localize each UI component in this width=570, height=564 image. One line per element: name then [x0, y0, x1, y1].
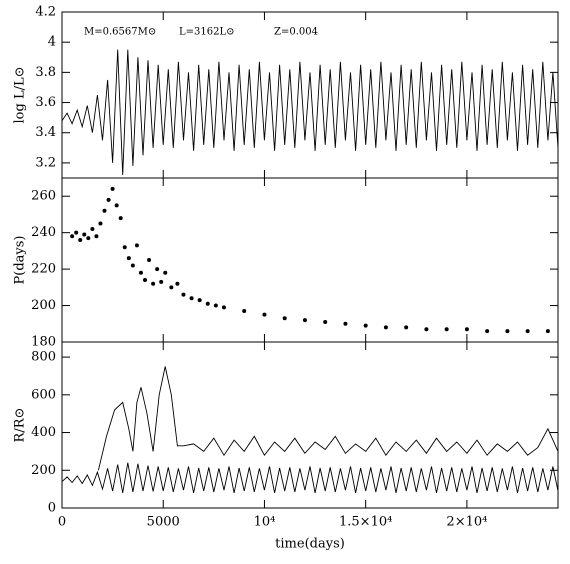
point: [163, 270, 168, 275]
point: [383, 325, 388, 330]
annotation: L=3162L⊙: [179, 27, 235, 38]
line-series: [61, 462, 559, 493]
y-tick-label: 4: [48, 35, 56, 50]
point: [155, 267, 160, 272]
point: [302, 318, 307, 323]
point: [197, 298, 202, 303]
y-tick-label: 3.2: [35, 155, 56, 170]
y-tick-label: 400: [31, 425, 56, 440]
point: [110, 186, 115, 191]
y-tick-label: 800: [31, 350, 56, 365]
plot-frame: [61, 341, 559, 509]
point: [159, 279, 164, 284]
y-tick-label: 240: [31, 225, 56, 240]
point: [78, 237, 83, 242]
y-tick-label: 3.4: [35, 125, 56, 140]
point: [181, 292, 186, 297]
point: [323, 319, 328, 324]
point: [98, 221, 103, 226]
point: [114, 203, 119, 208]
point: [143, 278, 148, 283]
point: [464, 327, 469, 332]
point: [118, 216, 123, 221]
point: [444, 327, 449, 332]
x-axis-label: time(days): [275, 537, 345, 552]
point: [242, 309, 247, 314]
point: [424, 327, 429, 332]
y-tick-label: 4.2: [35, 5, 56, 20]
y-axis-label: log L/L⊙: [13, 67, 28, 124]
point: [545, 329, 550, 334]
y-tick-label: 200: [31, 463, 56, 478]
annotation: Z=0.004: [274, 27, 318, 38]
point: [485, 329, 490, 334]
line-series: [61, 49, 559, 176]
point: [134, 243, 139, 248]
point: [221, 305, 226, 310]
point: [189, 296, 194, 301]
y-tick-label: 600: [31, 387, 56, 402]
point: [122, 245, 127, 250]
point: [151, 281, 156, 286]
point: [262, 312, 267, 317]
point: [282, 316, 287, 321]
point: [169, 285, 174, 290]
y-tick-label: 3.8: [35, 65, 56, 80]
point: [205, 301, 210, 306]
point: [106, 197, 111, 202]
x-tick-label: 2×10⁴: [446, 515, 487, 530]
y-tick-label: 180: [31, 335, 56, 350]
point: [126, 256, 131, 261]
point: [70, 234, 75, 239]
y-tick-label: 200: [31, 298, 56, 313]
point: [525, 329, 530, 334]
point: [175, 281, 180, 286]
x-tick-label: 1.5×10⁴: [339, 515, 392, 530]
point: [363, 323, 368, 328]
y-tick-label: 220: [31, 262, 56, 277]
x-tick-label: 5000: [147, 515, 180, 530]
point: [94, 234, 99, 239]
y-tick-label: 0: [48, 501, 56, 516]
line-series: [97, 366, 559, 471]
point: [213, 303, 218, 308]
y-tick-label: 3.6: [35, 95, 56, 110]
point: [102, 208, 107, 213]
point: [147, 258, 152, 262]
y-tick-label: 260: [31, 189, 56, 204]
point: [505, 329, 510, 334]
point: [90, 227, 95, 232]
x-tick-label: 0: [58, 515, 66, 530]
point: [82, 232, 87, 237]
point: [86, 236, 91, 241]
y-axis-label: P(days): [13, 236, 28, 285]
point: [404, 325, 409, 330]
point: [130, 263, 135, 268]
point: [74, 230, 79, 235]
x-tick-label: 10⁴: [254, 515, 276, 530]
point: [138, 270, 143, 275]
annotation: M=0.6567M⊙: [84, 27, 156, 38]
point: [343, 321, 348, 326]
y-axis-label: R/R⊙: [13, 408, 28, 443]
plot-frame: [61, 177, 559, 343]
